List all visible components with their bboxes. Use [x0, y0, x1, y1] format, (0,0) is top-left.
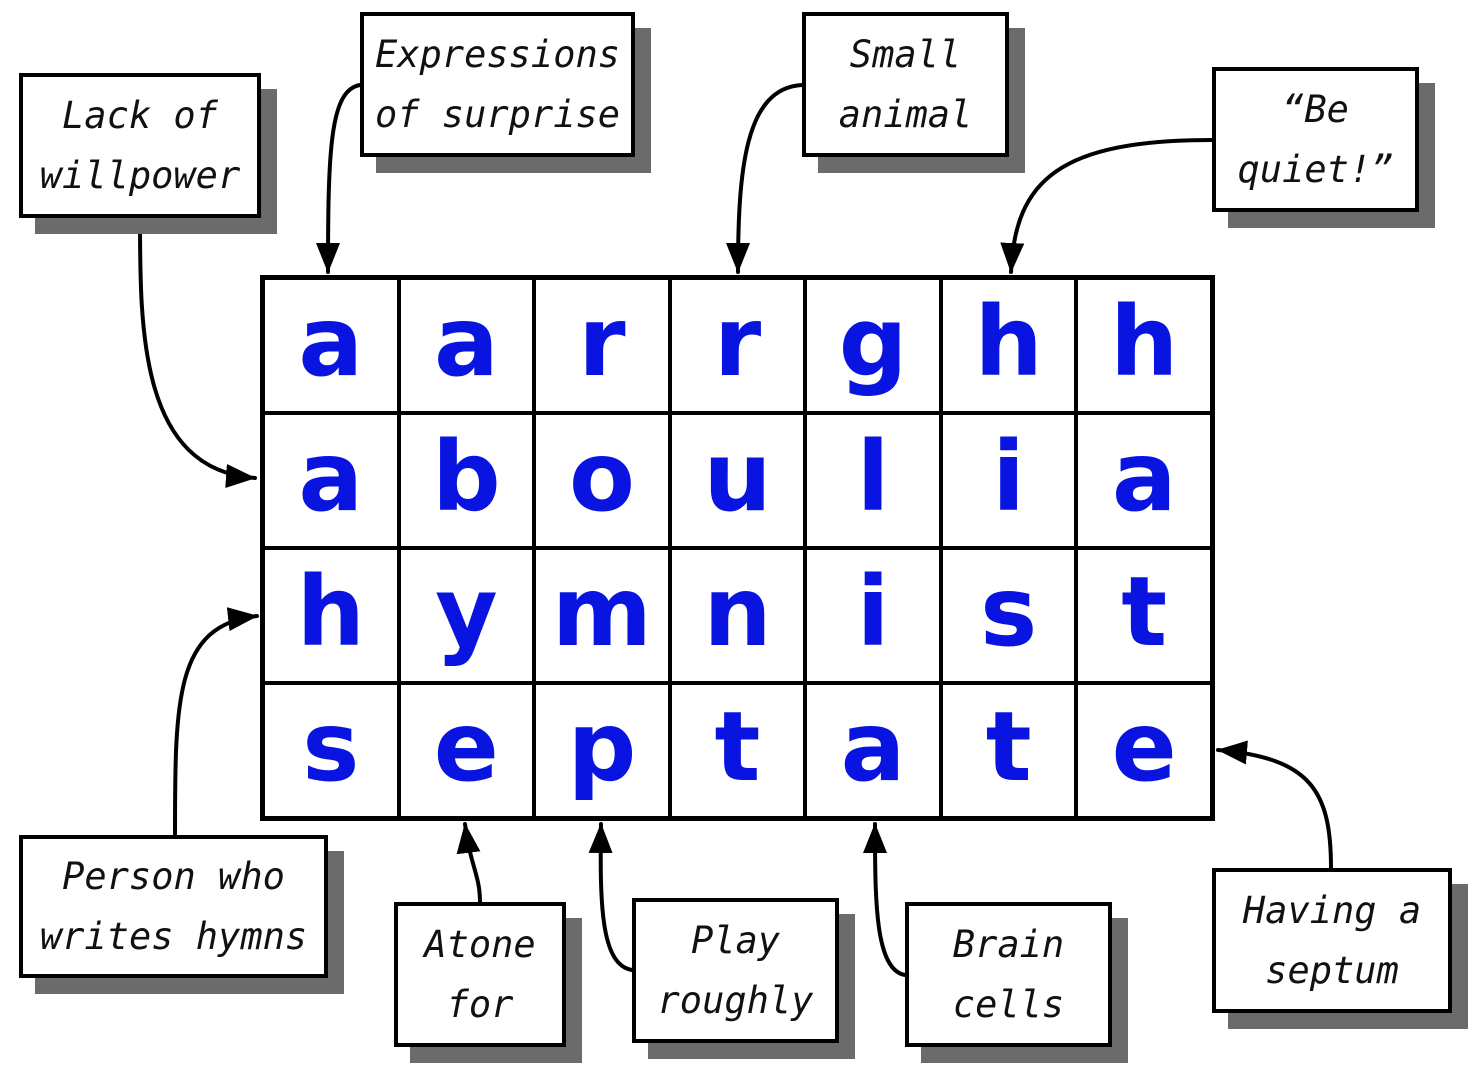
- clue-text: Brain cells: [952, 923, 1065, 1026]
- grid-cell: a: [263, 413, 399, 548]
- grid-cell: u: [669, 413, 806, 548]
- clue-person-who-writes-hymns: Person who writes hymns: [19, 835, 328, 978]
- arrow-lack-of-willpower: [138, 216, 257, 488]
- arrow-small-animal: [726, 83, 804, 274]
- grid-cell: t: [1076, 548, 1212, 683]
- arrow-play-roughly: [588, 822, 634, 972]
- grid-cell: r: [534, 278, 670, 413]
- clue-brain-cells: Brain cells: [905, 902, 1112, 1047]
- grid-cell: h: [263, 548, 399, 683]
- grid-cell: p: [534, 683, 670, 818]
- clue-be-quiet: “Be quiet!”: [1212, 67, 1419, 212]
- clue-play-roughly: Play roughly: [632, 898, 839, 1043]
- arrow-brain-cells: [863, 822, 907, 977]
- grid-cell: s: [940, 548, 1077, 683]
- arrow-expressions-of-surprise: [316, 83, 362, 274]
- clue-text: Expressions of surprise: [374, 33, 621, 136]
- clue-text: Person who writes hymns: [39, 855, 308, 958]
- clue-text: Small animal: [838, 33, 973, 136]
- clue-atone-for: Atone for: [394, 902, 566, 1047]
- grid-cell: g: [805, 278, 941, 413]
- grid-cell: o: [534, 413, 670, 548]
- clue-small-animal: Small animal: [802, 12, 1009, 157]
- grid-cell: b: [398, 413, 535, 548]
- arrow-having-a-septum: [1216, 740, 1333, 870]
- grid-cell: m: [534, 548, 670, 683]
- grid-cell: r: [669, 278, 806, 413]
- clue-text: Atone for: [424, 923, 536, 1026]
- grid-cell: l: [805, 413, 941, 548]
- clue-having-a-septum: Having a septum: [1212, 868, 1452, 1013]
- grid-cell: h: [940, 278, 1077, 413]
- grid-cell: e: [398, 683, 535, 818]
- grid-cell: n: [669, 548, 806, 683]
- grid-cell: s: [263, 683, 399, 818]
- clue-text: Lack of willpower: [39, 94, 241, 197]
- clue-text: Having a septum: [1242, 889, 1422, 992]
- arrow-atone-for: [456, 822, 482, 904]
- clue-text: Play roughly: [657, 919, 814, 1022]
- grid-cell: y: [398, 548, 535, 683]
- grid-cell: a: [1076, 413, 1212, 548]
- grid-cell: t: [940, 683, 1077, 818]
- clue-text: “Be quiet!”: [1237, 88, 1394, 191]
- clue-expressions-of-surprise: Expressions of surprise: [360, 12, 635, 157]
- grid-cell: h: [1076, 278, 1212, 413]
- grid-cell: a: [263, 278, 399, 413]
- grid-cell: a: [398, 278, 535, 413]
- grid-cell: e: [1076, 683, 1212, 818]
- arrow-person-who-writes-hymns: [173, 607, 259, 837]
- clue-lack-of-willpower: Lack of willpower: [19, 73, 261, 218]
- arrow-be-quiet: [1000, 138, 1214, 274]
- grid-cell: i: [940, 413, 1077, 548]
- grid-cell: i: [805, 548, 941, 683]
- grid-cell: a: [805, 683, 941, 818]
- grid-cell: t: [669, 683, 806, 818]
